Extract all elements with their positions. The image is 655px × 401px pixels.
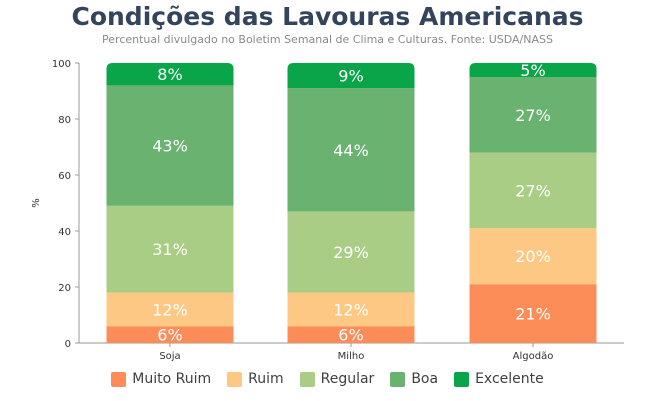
chart-legend: Muito Ruim Ruim Regular Boa Excelente xyxy=(0,371,655,387)
bar-segment xyxy=(469,228,597,285)
data-label: 6% xyxy=(157,326,182,345)
y-tick-label: 80 xyxy=(58,115,71,126)
legend-label: Muito Ruim xyxy=(132,371,212,387)
bar-stack-algodão xyxy=(469,63,597,343)
data-label: 44% xyxy=(333,141,369,160)
bar-segment xyxy=(287,211,415,293)
legend-item: Boa xyxy=(390,371,438,387)
data-label: 27% xyxy=(515,181,551,200)
bar-segment xyxy=(469,63,597,77)
data-label: 6% xyxy=(338,326,363,345)
data-label: 43% xyxy=(152,137,188,156)
x-tick-label: Soja xyxy=(159,351,180,362)
data-label: 27% xyxy=(515,106,551,125)
bar-segment xyxy=(106,85,234,206)
y-tick-label: 0 xyxy=(65,339,71,350)
chart-subtitle: Percentual divulgado no Boletim Semanal … xyxy=(102,33,553,46)
bar-segment xyxy=(469,284,597,343)
legend-label: Ruim xyxy=(248,371,284,387)
legend-item: Regular xyxy=(299,371,375,387)
data-label: 12% xyxy=(333,300,369,319)
legend-swatch xyxy=(454,371,470,387)
legend-label: Excelente xyxy=(475,371,544,387)
bar-segment xyxy=(287,88,415,212)
legend-label: Boa xyxy=(411,371,439,387)
y-axis-label: % xyxy=(31,198,42,208)
data-label: 31% xyxy=(152,240,188,259)
bar-segment xyxy=(106,205,234,293)
bar-segment xyxy=(287,63,415,89)
legend-item: Muito Ruim xyxy=(111,371,211,387)
y-tick-label: 40 xyxy=(58,227,71,238)
bar-segment xyxy=(106,292,234,327)
data-label: 21% xyxy=(515,305,551,324)
x-tick-label: Milho xyxy=(338,351,365,362)
data-label: 20% xyxy=(515,247,551,266)
data-label: 12% xyxy=(152,300,188,319)
bar-segment xyxy=(469,152,597,229)
x-tick-label: Algodão xyxy=(513,351,554,362)
data-label: 9% xyxy=(338,67,363,86)
data-label: 29% xyxy=(333,243,369,262)
legend-swatch xyxy=(299,371,315,387)
bar-segment xyxy=(106,63,234,86)
legend-label: Regular xyxy=(320,371,375,387)
bar-segment xyxy=(287,292,415,327)
y-tick-label: 20 xyxy=(58,283,71,294)
chart-title: Condições das Lavouras Americanas xyxy=(71,2,584,31)
legend-item: Excelente xyxy=(454,371,544,387)
legend-swatch xyxy=(227,371,243,387)
data-label: 5% xyxy=(520,61,545,80)
data-label: 8% xyxy=(157,65,182,84)
legend-swatch xyxy=(390,371,406,387)
bar-stack-soja xyxy=(106,63,234,343)
bar-segment xyxy=(287,326,415,343)
y-tick-label: 100 xyxy=(52,59,71,70)
bar-segment xyxy=(469,77,597,153)
legend-swatch xyxy=(111,371,127,387)
y-tick-label: 60 xyxy=(58,171,71,182)
bar-segment xyxy=(106,326,234,343)
bar-stack-milho xyxy=(287,63,415,343)
legend-item: Ruim xyxy=(227,371,284,387)
